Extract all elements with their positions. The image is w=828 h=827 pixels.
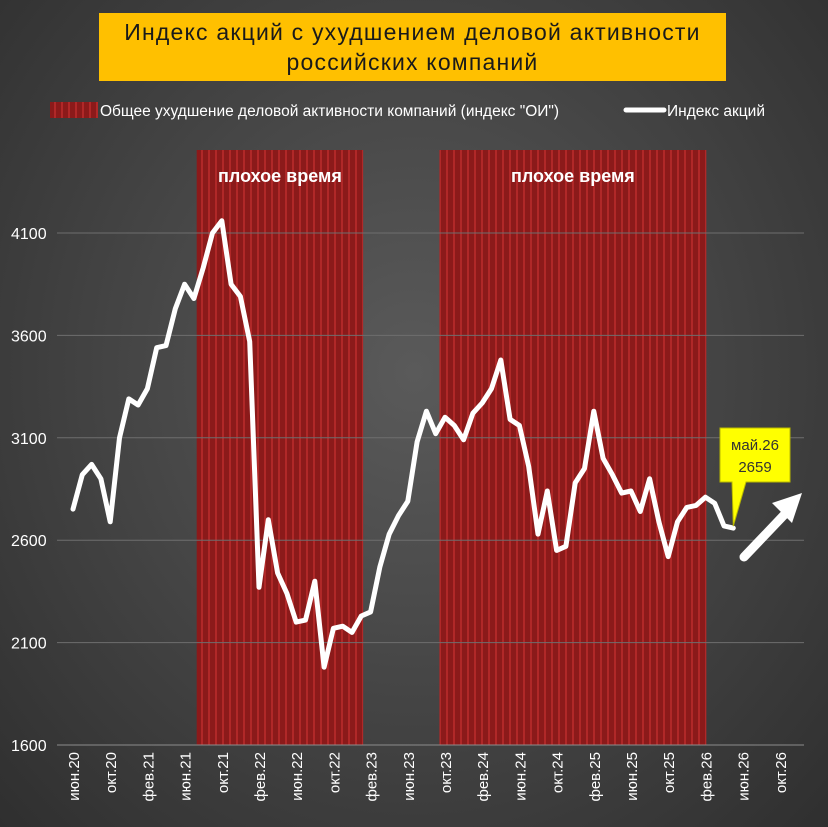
x-tick-labels-layer: июн.20 окт.20 фев.21 июн.21 окт.21 фев.22 июн.… [66,752,790,802]
x-tick-label: окт.25 [661,752,678,793]
x-tick-label: фев.23 [364,752,381,802]
x-tick-label: окт.23 [438,752,455,793]
series-layer [70,218,736,670]
chart-title-line-1: Индекс акций с ухудшением деловой активн… [124,19,701,45]
legend-label-band: Общее ухудшение деловой активности компа… [100,103,559,120]
shaded-band-2 [439,150,707,745]
x-tick-label: июн.25 [624,752,641,801]
y-tick-label: 3600 [11,328,47,345]
x-tick-label: фев.24 [475,752,492,802]
shaded-band-label-1: плохое время [218,166,342,186]
y-tick-label: 1600 [11,738,47,755]
x-tick-label: окт.22 [326,752,343,793]
legend: Общее ухудшение деловой активности компа… [50,102,765,120]
x-tick-label: июн.26 [736,752,753,801]
chart-title-line-2: российских компаний [286,49,539,75]
gridlines-layer [57,232,804,746]
x-tick-label: фев.25 [587,752,604,802]
annotation-value: 2659 [738,459,771,476]
trend-arrow-icon [739,493,802,562]
x-tick-label: окт.24 [550,752,567,793]
shaded-bands-layer: плохое время плохое время [196,150,707,745]
annotation-date: май.26 [731,437,779,454]
chart-title-box: Индекс акций с ухудшением деловой активн… [99,13,726,81]
x-tick-label: июн.21 [178,752,195,801]
y-tick-label: 3100 [11,431,47,448]
annotation-layer: май.26 2659 [719,427,791,527]
y-tick-label: 4100 [11,226,47,243]
x-tick-label: июн.22 [289,752,306,801]
x-tick-label: июн.20 [66,752,83,801]
series-line-index [70,218,736,670]
annotation-callout [719,427,791,527]
shaded-band-1 [196,150,364,745]
x-tick-label: фев.26 [698,752,715,802]
legend-swatch-band [50,102,98,118]
y-tick-label: 2600 [11,533,47,550]
legend-label-line: Индекс акций [667,103,765,120]
y-tick-label: 2100 [11,636,47,653]
y-tick-labels-layer: 1600 2100 2600 3100 3600 4100 [11,226,47,755]
x-tick-label: фев.22 [252,752,269,802]
shaded-band-label-2: плохое время [511,166,635,186]
x-tick-label: июн.23 [401,752,418,801]
x-tick-label: окт.20 [103,752,120,793]
x-tick-label: окт.21 [215,752,232,793]
x-tick-label: фев.21 [140,752,157,802]
x-tick-label: июн.24 [512,752,529,801]
x-tick-label: окт.26 [773,752,790,793]
